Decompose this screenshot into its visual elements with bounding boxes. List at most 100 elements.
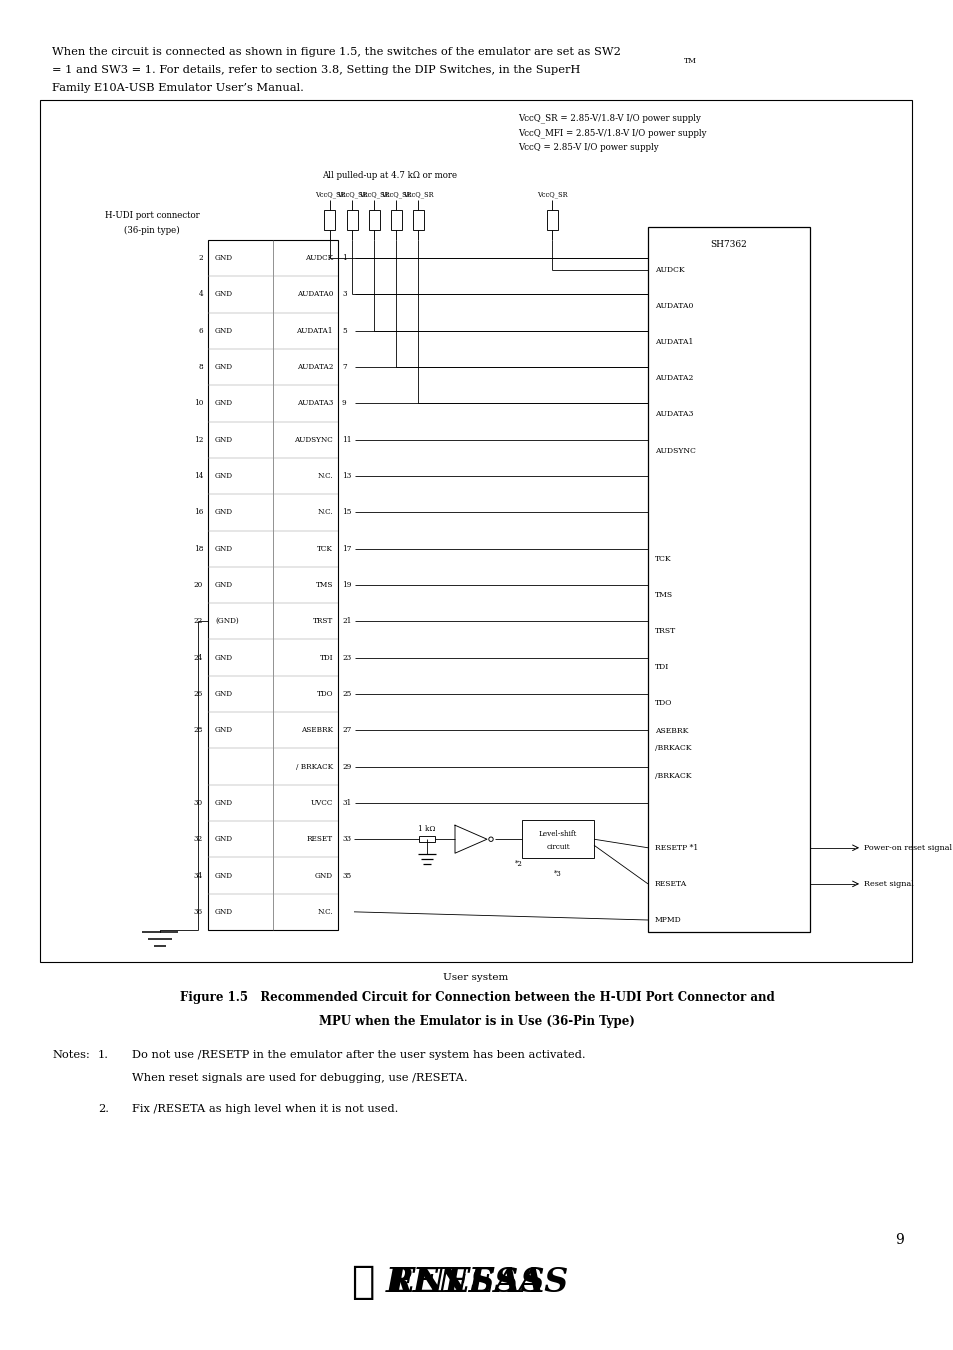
Text: N.C.: N.C. [317,509,333,516]
Text: VccQ_SR: VccQ_SR [380,190,411,198]
Text: AUDCK: AUDCK [655,266,684,274]
Text: 20: 20 [193,580,203,589]
Text: 12: 12 [193,436,203,444]
Text: circuit: circuit [546,842,569,850]
Text: TRST: TRST [313,617,333,625]
Text: 15: 15 [341,509,351,516]
Text: /BRKACK: /BRKACK [655,744,691,752]
Text: AUDCK: AUDCK [305,254,333,262]
Bar [390,211,401,230]
Bar [208,240,337,930]
Text: 26: 26 [193,690,203,698]
Text: /BRKACK: /BRKACK [655,772,691,779]
Text: GND: GND [214,836,233,844]
Text: 11: 11 [341,436,351,444]
Text: 35: 35 [341,872,351,880]
Text: 14: 14 [193,472,203,481]
Text: 33: 33 [341,836,351,844]
Bar [418,837,435,842]
Text: GND: GND [214,327,233,335]
Text: Family E10A-USB Emulator User’s Manual.: Family E10A-USB Emulator User’s Manual. [52,82,304,93]
Text: AUDATA2: AUDATA2 [655,374,693,382]
Text: When reset signals are used for debugging, use /RESETA.: When reset signals are used for debuggin… [132,1073,467,1083]
Text: 5: 5 [341,327,346,335]
Text: AUDATA1: AUDATA1 [296,327,333,335]
Text: All pulled-up at 4.7 kΩ or more: All pulled-up at 4.7 kΩ or more [322,170,456,180]
Text: GND: GND [214,509,233,516]
Text: GND: GND [214,726,233,734]
Text: = 1 and SW3 = 1. For details, refer to section 3.8, Setting the DIP Switches, in: = 1 and SW3 = 1. For details, refer to s… [52,65,579,76]
Text: ASEBRK: ASEBRK [655,728,688,736]
Text: TCK: TCK [655,555,671,563]
Text: 30: 30 [193,799,203,807]
Text: 1.: 1. [98,1050,109,1060]
Text: 1: 1 [341,254,346,262]
Text: 13: 13 [341,472,351,481]
Text: MPMD: MPMD [655,917,681,923]
Bar [40,100,911,963]
Text: 24: 24 [193,653,203,662]
Text: GND: GND [314,872,333,880]
Text: When the circuit is connected as shown in figure 1.5, the switches of the emulat: When the circuit is connected as shown i… [52,47,620,57]
Bar [647,227,809,932]
Text: TDO: TDO [655,699,672,707]
Text: GND: GND [214,290,233,298]
Text: GND: GND [214,690,233,698]
Text: N.C.: N.C. [317,472,333,481]
Text: TMS: TMS [315,580,333,589]
Text: *2: *2 [515,860,522,868]
Text: RESETP *1: RESETP *1 [655,844,698,852]
Text: ASEBRK: ASEBRK [301,726,333,734]
Text: AUDATA2: AUDATA2 [296,363,333,371]
Text: 23: 23 [341,653,351,662]
Text: GND: GND [214,799,233,807]
Text: RESET: RESET [307,836,333,844]
Text: 32: 32 [193,836,203,844]
Text: RENESAS: RENESAS [385,1265,568,1299]
Text: TMS: TMS [655,591,673,599]
Text: 27: 27 [341,726,351,734]
Text: TM: TM [683,57,696,65]
Text: 4: 4 [198,290,203,298]
Text: Notes:: Notes: [52,1050,90,1060]
Text: GND: GND [214,580,233,589]
Text: 1 kΩ: 1 kΩ [417,825,436,833]
Text: 16: 16 [193,509,203,516]
Text: 7: 7 [341,363,346,371]
Text: 3: 3 [341,290,346,298]
Text: 2: 2 [198,254,203,262]
Text: Fix /RESETA as high level when it is not used.: Fix /RESETA as high level when it is not… [132,1104,398,1114]
Text: MPU when the Emulator is in Use (36-Pin Type): MPU when the Emulator is in Use (36-Pin … [318,1015,635,1029]
Text: 21: 21 [341,617,351,625]
Text: 8: 8 [198,363,203,371]
Bar [368,211,379,230]
Text: SH7362: SH7362 [710,240,746,248]
Text: GND: GND [214,872,233,880]
Text: RESETA: RESETA [655,880,686,888]
Text: 31: 31 [341,799,351,807]
Text: VccQ_SR = 2.85-V/1.8-V I/O power supply: VccQ_SR = 2.85-V/1.8-V I/O power supply [517,113,700,123]
Text: Reset signal: Reset signal [863,880,913,888]
Text: 2.: 2. [98,1104,109,1114]
Text: AUDSYNC: AUDSYNC [294,436,333,444]
Text: Level-shift: Level-shift [538,829,577,837]
Text: 25: 25 [341,690,351,698]
Text: VccQ_SR: VccQ_SR [537,190,567,198]
Text: 18: 18 [193,544,203,552]
Text: GND: GND [214,363,233,371]
Text: GND: GND [214,653,233,662]
Text: ℛ: ℛ [351,1264,374,1300]
Text: VccQ_SR: VccQ_SR [314,190,345,198]
Text: TDO: TDO [316,690,333,698]
Text: (36-pin type): (36-pin type) [124,225,180,235]
Text: GND: GND [214,254,233,262]
Text: 22: 22 [193,617,203,625]
Text: AUDATA0: AUDATA0 [296,290,333,298]
Bar [412,211,423,230]
Text: GND: GND [214,400,233,408]
Text: 28: 28 [193,726,203,734]
Text: VccQ_SR: VccQ_SR [336,190,367,198]
Text: AUDATA0: AUDATA0 [655,302,693,311]
Text: AUDSYNC: AUDSYNC [655,447,695,455]
Text: AUDATA1: AUDATA1 [655,339,693,346]
